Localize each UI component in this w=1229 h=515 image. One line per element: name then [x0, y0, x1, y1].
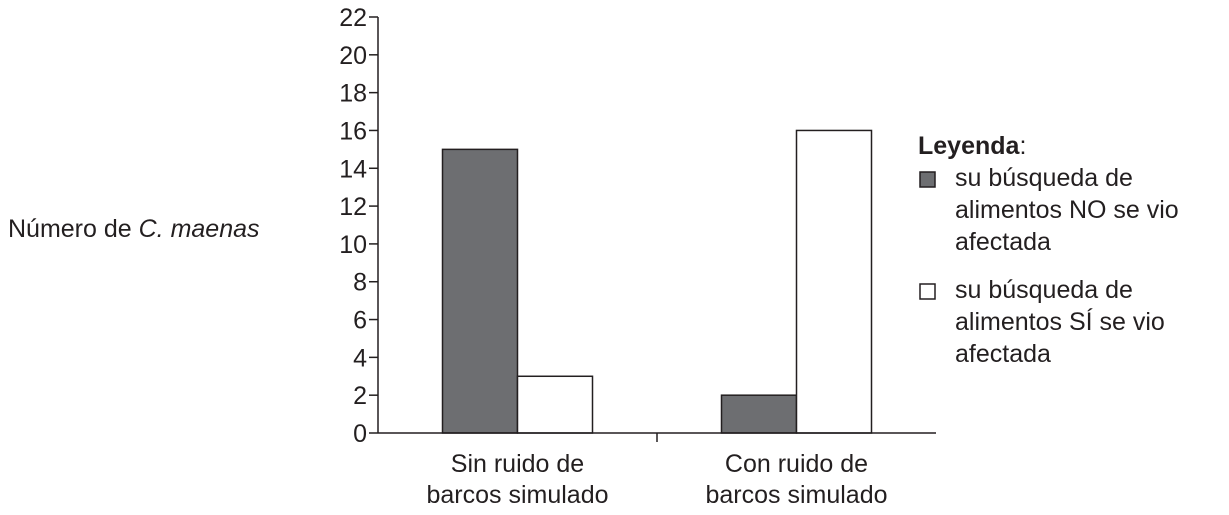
y-tick-label: 14 [339, 155, 367, 183]
bar [720, 394, 798, 434]
y-tick-label: 10 [339, 231, 367, 259]
y-tick-label: 22 [339, 4, 367, 32]
y-tick-label: 8 [353, 269, 367, 297]
legend-label: afectada [955, 228, 1051, 256]
legend-label: alimentos SÍ se vio [955, 307, 1165, 336]
y-tick-label: 18 [339, 80, 367, 108]
legend-label: afectada [955, 340, 1051, 368]
legend-label: su búsqueda de [955, 164, 1133, 192]
legend-title: Leyenda: [918, 132, 1026, 160]
y-axis-label: Número de C. maenas [8, 215, 260, 243]
bar [795, 129, 873, 434]
y-tick-label: 6 [353, 307, 367, 335]
bar [516, 375, 594, 434]
x-tick-label: Sin ruido de [451, 450, 584, 478]
y-axis-label-species: C. maenas [139, 215, 260, 243]
x-tick-label: Con ruido de [725, 450, 868, 478]
legend-label: alimentos NO se vio [955, 196, 1179, 224]
y-tick-label: 12 [339, 193, 367, 221]
legend-title-suffix: : [1019, 132, 1026, 160]
y-tick-label: 4 [353, 344, 367, 372]
x-axis: Sin ruido de barcos simulado Con ruido de b… [378, 432, 936, 509]
legend-swatch [919, 283, 936, 300]
y-tick-label: 20 [339, 42, 367, 70]
bar [441, 148, 519, 434]
legend-swatch [919, 171, 936, 188]
legend-title-text: Leyenda [918, 132, 1021, 160]
y-tick-label: 0 [353, 420, 367, 448]
legend-label: su búsqueda de [955, 276, 1133, 304]
y-axis: 0 2 4 6 8 10 12 14 16 18 20 22 [339, 4, 379, 448]
legend: Leyenda: su búsqueda de alimentos NO se v… [918, 132, 1179, 368]
y-tick-label: 16 [339, 117, 367, 145]
y-tick-label: 2 [353, 382, 367, 410]
x-tick-label: barcos simulado [705, 481, 887, 509]
bars [441, 129, 873, 434]
x-tick-label: barcos simulado [426, 481, 608, 509]
y-axis-label-prefix: Número de [8, 215, 139, 243]
